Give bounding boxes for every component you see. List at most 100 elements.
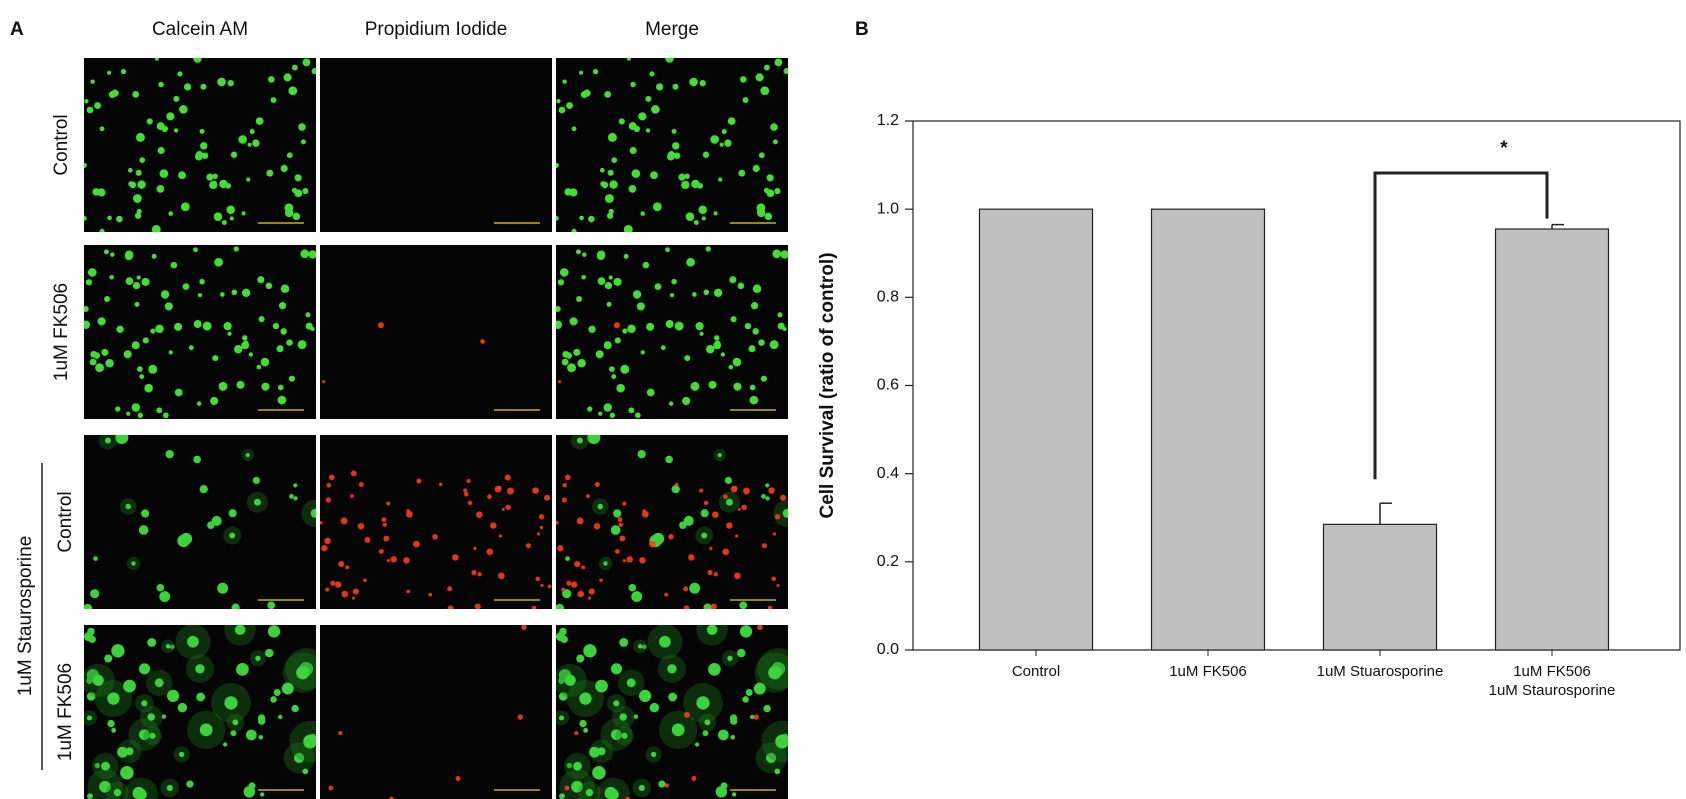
green-cell (113, 788, 122, 797)
column-header: Merge (645, 19, 699, 40)
x-tick-label: 1uM FK506 (1169, 663, 1247, 680)
green-cell (669, 293, 675, 298)
green-cell (750, 302, 759, 310)
green-cell (134, 212, 142, 219)
green-cell (686, 257, 695, 267)
green-cell (582, 252, 587, 257)
red-cell (710, 603, 717, 609)
green-cell (768, 665, 782, 680)
green-cell (293, 496, 298, 501)
green-cell (607, 169, 614, 176)
red-cell (574, 731, 579, 736)
red-cell (712, 511, 719, 518)
green-cell (689, 582, 701, 594)
green-cell (603, 561, 608, 566)
green-cell (672, 142, 680, 150)
red-cell (328, 474, 335, 481)
red-cell (403, 557, 410, 564)
green-cell (90, 589, 100, 599)
y-tick-label: 0.8 (877, 289, 899, 306)
green-cell (166, 784, 173, 792)
green-cell (265, 282, 273, 290)
green-cell (264, 648, 274, 658)
green-cell (718, 177, 723, 182)
green-cell (638, 112, 647, 121)
green-cell (721, 129, 727, 135)
green-cell (292, 212, 301, 221)
green-cell (727, 655, 733, 662)
green-cell (281, 682, 294, 695)
green-cell (708, 380, 717, 389)
green-cell (280, 328, 287, 335)
red-cell (325, 497, 331, 503)
green-cell (200, 83, 207, 90)
green-cell (305, 322, 313, 330)
red-cell (622, 501, 627, 506)
green-cell (120, 68, 127, 75)
green-cell (683, 515, 694, 526)
red-cell (540, 583, 544, 588)
red-cell (642, 509, 646, 513)
x-tick-label: 1uM Stuarosporine (1317, 663, 1444, 680)
green-cell (303, 734, 316, 749)
red-cell (507, 487, 514, 495)
green-cell (702, 730, 709, 737)
red-cell (743, 487, 750, 495)
green-cell (665, 247, 670, 253)
green-cell (234, 625, 246, 636)
green-cell (685, 212, 695, 221)
green-cell (90, 350, 98, 358)
green-cell (668, 401, 674, 406)
green-cell (115, 406, 121, 412)
green-cell (560, 635, 568, 644)
red-cell (338, 561, 345, 568)
green-cell (772, 139, 778, 145)
green-cell (259, 792, 265, 797)
green-cell (558, 715, 564, 721)
green-cell (159, 591, 171, 603)
green-cell (229, 216, 234, 221)
green-cell (289, 494, 294, 499)
green-cell (742, 696, 749, 703)
red-cell (683, 586, 689, 592)
micrograph (556, 625, 788, 799)
green-cell (745, 689, 753, 696)
red-cell (416, 478, 422, 484)
green-cell (308, 250, 316, 259)
red-cell (564, 474, 571, 481)
cells (322, 322, 485, 384)
green-cell (632, 290, 642, 299)
red-cell (767, 605, 773, 609)
green-cell (730, 717, 738, 725)
green-cell (257, 276, 265, 284)
green-cell (248, 352, 254, 357)
green-cell (151, 224, 161, 232)
x-tick-label: Control (1012, 663, 1060, 680)
green-cell (770, 123, 778, 131)
green-cell (692, 292, 697, 297)
green-cell (705, 246, 711, 252)
red-cell (501, 507, 505, 511)
green-cell (774, 768, 781, 775)
micrograph (320, 435, 552, 609)
red-cell (476, 511, 483, 518)
green-cell (156, 407, 163, 414)
green-cell (755, 73, 764, 82)
y-tick-label: 0.6 (877, 377, 899, 394)
green-cell (667, 664, 677, 674)
green-cell (717, 453, 722, 458)
green-cell (92, 674, 104, 686)
green-cell (576, 295, 583, 302)
green-cell (126, 411, 131, 416)
red-cell (338, 731, 343, 736)
green-cell (736, 648, 746, 658)
red-cell (564, 785, 570, 791)
green-cell (224, 696, 238, 710)
red-cell (428, 592, 433, 597)
red-cell (455, 776, 461, 781)
red-cell (496, 485, 502, 491)
green-cell (159, 169, 169, 178)
green-cell (157, 146, 165, 155)
green-cell (628, 184, 637, 193)
green-cell (569, 317, 578, 326)
